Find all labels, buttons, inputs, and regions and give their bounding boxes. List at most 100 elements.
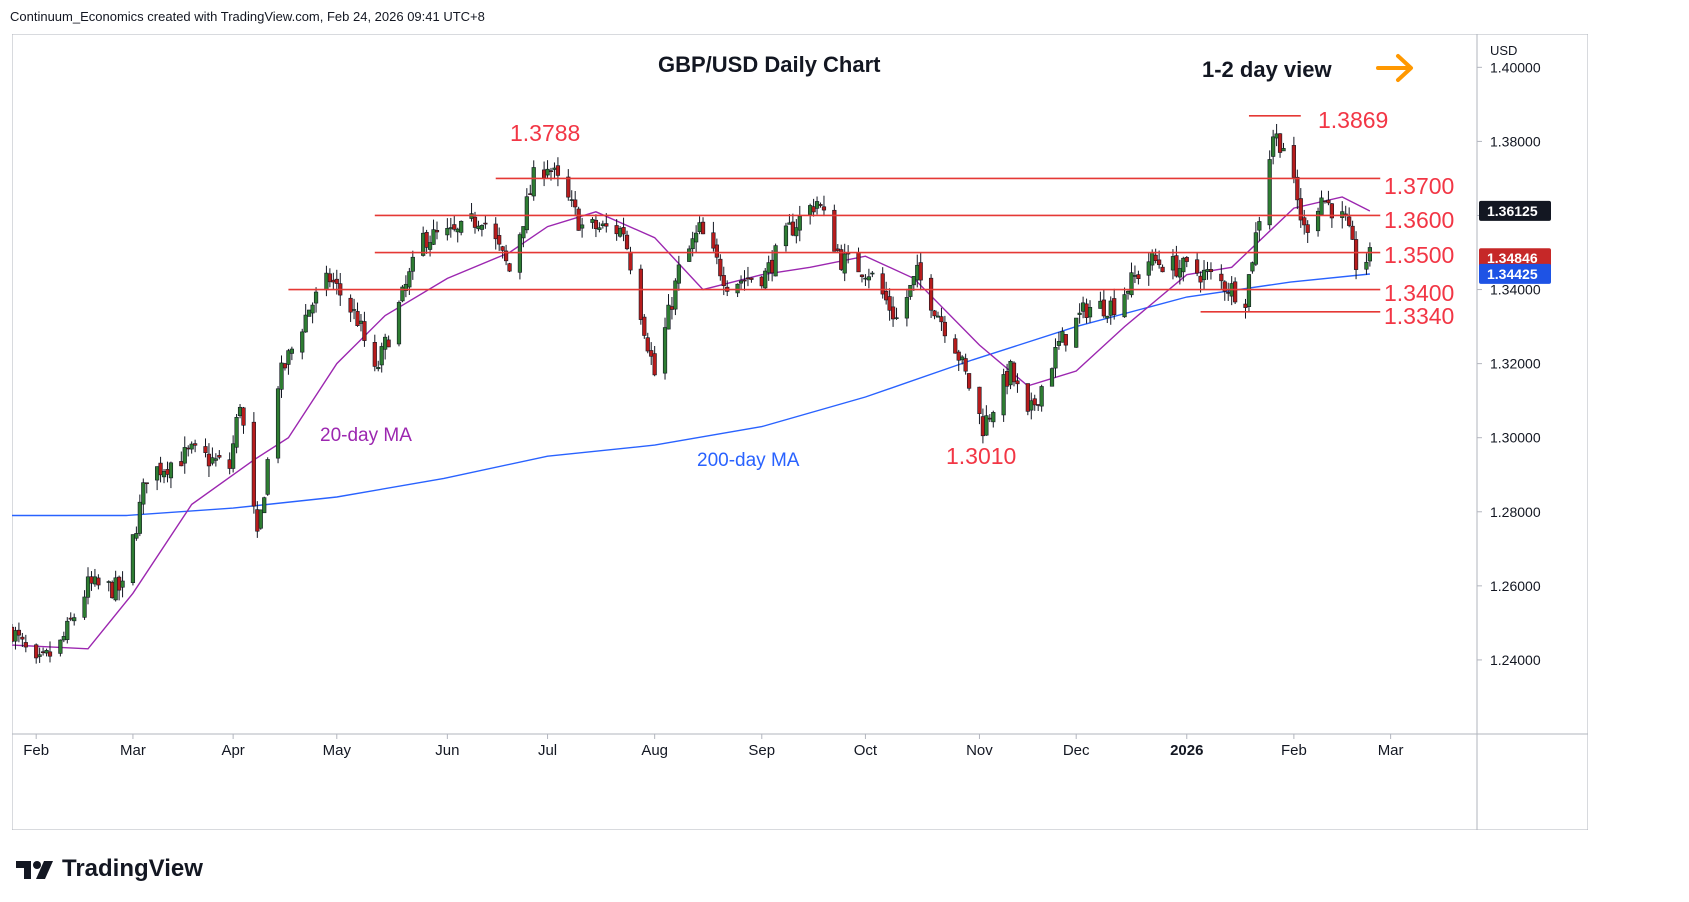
candle-up	[904, 297, 909, 319]
candle-up	[915, 264, 920, 281]
attribution-text: Continuum_Economics created with Trading…	[10, 9, 485, 24]
candle-up	[1253, 232, 1258, 265]
candle-up	[1074, 317, 1079, 348]
candle-down	[355, 311, 360, 326]
candle-up	[237, 406, 243, 416]
candle-down	[818, 204, 823, 206]
candle-down	[856, 252, 861, 273]
candle-up	[234, 417, 239, 448]
candle-down	[966, 373, 972, 389]
candle-up	[1315, 210, 1321, 232]
candle-up	[1122, 294, 1127, 318]
candle-up	[1367, 247, 1372, 262]
candle-down	[1195, 259, 1200, 274]
candle-down	[483, 222, 488, 225]
candle-up	[1150, 252, 1155, 266]
candle-up	[738, 280, 744, 284]
candle-down	[1063, 334, 1068, 346]
candle-up	[58, 639, 63, 654]
candle-down	[1198, 275, 1203, 283]
candle-up	[300, 331, 305, 353]
candle-up	[92, 576, 98, 585]
candle-up	[1170, 256, 1176, 271]
tradingview-logo[interactable]: TradingView	[16, 855, 203, 883]
candle-up	[445, 228, 450, 236]
candle-down	[1004, 371, 1010, 387]
candle-up	[783, 225, 789, 247]
candle-down	[880, 273, 885, 295]
candle-up	[1257, 221, 1262, 231]
candle-up	[13, 630, 18, 642]
candle-down	[942, 321, 948, 337]
level-label-1.3788: 1.3788	[510, 120, 580, 146]
candle-up	[85, 576, 91, 598]
candle-up	[1060, 331, 1065, 343]
candle-up	[210, 457, 215, 464]
level-label-1.3700: 1.3700	[1384, 173, 1454, 199]
candle-up	[265, 459, 270, 495]
price-badge-bg	[1479, 263, 1551, 284]
candle-up	[1132, 275, 1138, 277]
candle-down	[1184, 257, 1189, 262]
candle-up	[120, 580, 125, 588]
levels-layer	[288, 115, 1381, 313]
candle-up	[1008, 360, 1013, 386]
level-label-1.3010: 1.3010	[946, 443, 1016, 469]
candle-up	[231, 443, 236, 469]
candle-down	[745, 277, 751, 280]
candle-up	[313, 291, 319, 304]
candle-up	[134, 533, 139, 539]
price-badge-text: 1.34425	[1487, 266, 1538, 282]
candle-up	[569, 199, 574, 201]
candle-up	[1274, 133, 1279, 139]
candle-up	[286, 350, 291, 365]
candle-up	[787, 222, 792, 225]
candle-up	[842, 253, 847, 274]
candle-up	[1125, 290, 1131, 294]
candle-down	[956, 351, 961, 361]
candle-down	[621, 227, 626, 235]
candle-down	[1011, 362, 1017, 383]
candle-up	[1129, 272, 1134, 296]
currency-label: USD	[1490, 43, 1517, 58]
candle-up	[1340, 211, 1345, 218]
candle-up	[106, 581, 111, 583]
candle-down	[576, 208, 581, 231]
x-tick-label: Nov	[966, 742, 993, 759]
candle-down	[1298, 198, 1303, 221]
candle-up	[459, 220, 464, 233]
candle-down	[987, 417, 992, 420]
time-axis[interactable]: Feb Mar Apr May Jun Jul Aug Sep Oct Nov Dec 2026 Feb…	[23, 734, 1404, 759]
candle-down	[541, 169, 547, 179]
candle-down	[770, 259, 775, 274]
candle-up	[431, 229, 436, 245]
candle-up	[1181, 257, 1186, 273]
candle-up	[590, 219, 595, 223]
candle-down	[503, 250, 509, 262]
candle-up	[310, 304, 315, 314]
candle-up	[1246, 274, 1252, 307]
candle-up	[676, 264, 681, 284]
candle-down	[890, 306, 896, 320]
candle-down	[434, 230, 440, 233]
x-tick-label: Sep	[748, 742, 775, 759]
x-tick-label: Jun	[435, 742, 459, 759]
candle-up	[666, 304, 671, 330]
candle-down	[227, 459, 232, 469]
candle-down	[1347, 216, 1352, 226]
candlestick-chart[interactable]: 1.400001.380001.360001.340001.320001.300…	[12, 34, 1588, 830]
level-label-1.3340: 1.3340	[1384, 303, 1454, 329]
chart-frame[interactable]: 1.400001.380001.360001.340001.320001.300…	[12, 34, 1588, 830]
candle-up	[524, 196, 529, 231]
candle-down	[1025, 383, 1030, 412]
candle-up	[258, 509, 263, 529]
candle-down	[928, 277, 934, 311]
candle-up	[479, 225, 485, 230]
candle-up	[521, 226, 526, 239]
candle-up	[1201, 269, 1207, 281]
candle-up	[870, 272, 875, 275]
candle-up	[113, 577, 118, 601]
candle-down	[47, 651, 53, 657]
candle-down	[497, 235, 502, 245]
